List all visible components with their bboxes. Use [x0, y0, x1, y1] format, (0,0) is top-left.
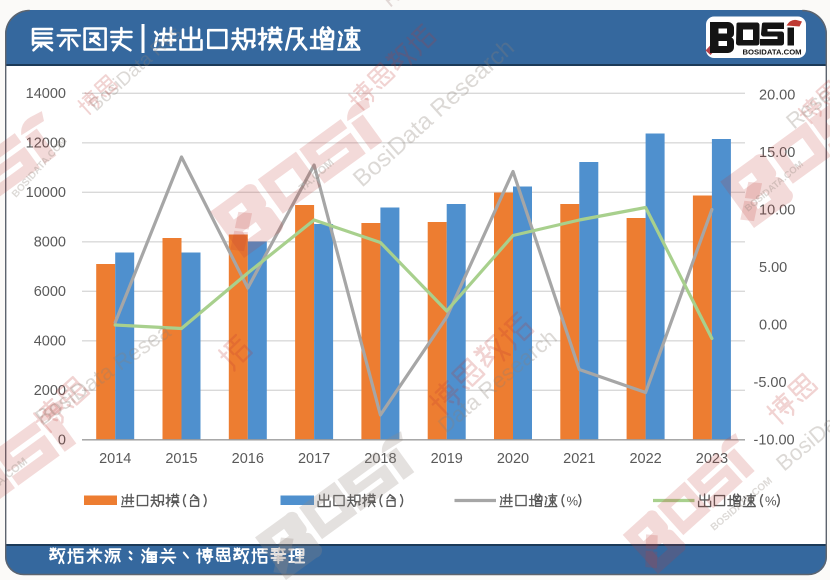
svg-text:6000: 6000: [34, 284, 66, 300]
svg-text:2016: 2016: [232, 451, 264, 467]
svg-text:BosiData Resea: BosiData Resea: [31, 318, 176, 430]
svg-text:2023: 2023: [696, 451, 728, 467]
svg-text:Research: Research: [379, 0, 459, 12]
svg-text:BosiData Res: BosiData Res: [85, 22, 185, 115]
svg-text:10.00: 10.00: [759, 202, 795, 218]
svg-text:12000: 12000: [26, 136, 66, 152]
svg-text:2021: 2021: [563, 451, 595, 467]
svg-text:14000: 14000: [26, 86, 66, 102]
svg-text:BOSIDATA.COM: BOSIDATA.COM: [709, 475, 775, 533]
svg-text:%: %: [765, 494, 777, 509]
svg-text:2014: 2014: [99, 451, 131, 467]
svg-text:0: 0: [58, 433, 66, 449]
svg-text:10000: 10000: [26, 185, 66, 201]
svg-text:2000: 2000: [34, 383, 66, 399]
svg-text:0.00: 0.00: [759, 317, 787, 333]
svg-text:2015: 2015: [165, 451, 197, 467]
svg-text:2018: 2018: [364, 451, 396, 467]
svg-text:2019: 2019: [431, 451, 463, 467]
svg-text:5.00: 5.00: [759, 260, 787, 276]
svg-text:4000: 4000: [34, 334, 66, 350]
svg-text:%: %: [566, 494, 578, 509]
svg-text:2020: 2020: [497, 451, 529, 467]
svg-text:-10.00: -10.00: [754, 432, 795, 448]
svg-text:-5.00: -5.00: [754, 375, 787, 391]
svg-text:BOSIDATA.COM: BOSIDATA.COM: [743, 48, 802, 57]
svg-text:8000: 8000: [34, 235, 66, 251]
svg-text:BosiData Research: BosiData Research: [348, 34, 520, 192]
svg-text:20.00: 20.00: [759, 87, 795, 103]
svg-text:2022: 2022: [629, 451, 661, 467]
svg-text:15.00: 15.00: [759, 145, 795, 161]
svg-text:2017: 2017: [298, 451, 330, 467]
